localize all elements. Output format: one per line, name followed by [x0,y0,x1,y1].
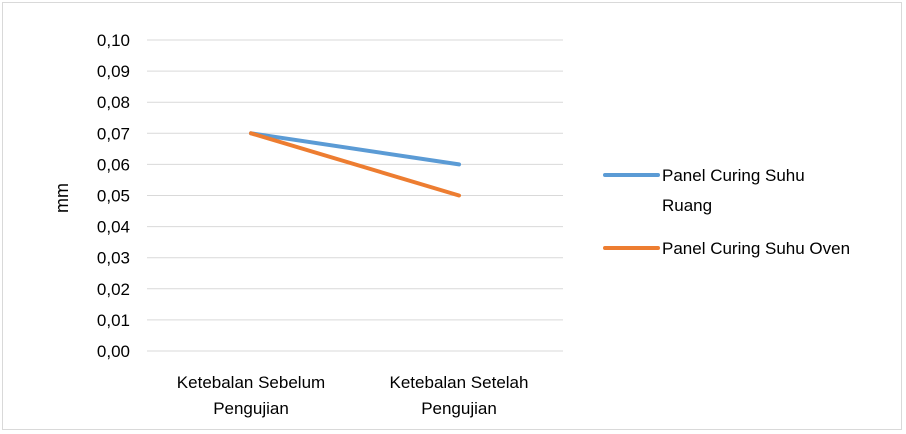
y-tick-label: 0,05 [97,187,130,206]
y-axis-ticks: 0,00 0,01 0,02 0,03 0,04 0,05 0,06 0,07 0,08 0,09… [97,31,130,361]
y-tick-label: 0,01 [97,311,130,330]
chart-frame [2,2,902,430]
y-axis-title: mm [52,183,72,213]
x-tick-label: Ketebalan Sebelum Pengujian [177,373,325,418]
legend: Panel Curing Suhu Ruang Panel Curing Suhu … [603,166,850,258]
y-tick-label: 0,00 [97,342,130,361]
x-tick-label: Ketebalan Setelah Pengujian [390,373,529,418]
series-line [249,131,461,198]
y-tick-label: 0,03 [97,249,130,268]
legend-label: Panel Curing Suhu Ruang [662,166,805,215]
x-axis-ticks: Ketebalan Sebelum Pengujian Ketebalan Sete… [177,373,529,418]
gridlines [147,39,563,352]
y-tick-label: 0,09 [97,62,130,81]
y-tick-label: 0,07 [97,124,130,143]
y-tick-label: 0,02 [97,280,130,299]
y-tick-label: 0,10 [97,31,130,50]
series-lines [249,131,461,198]
y-tick-label: 0,06 [97,155,130,174]
legend-label: Panel Curing Suhu Oven [662,239,850,258]
series-line [249,131,461,167]
y-tick-label: 0,08 [97,93,130,112]
y-tick-label: 0,04 [97,218,130,237]
